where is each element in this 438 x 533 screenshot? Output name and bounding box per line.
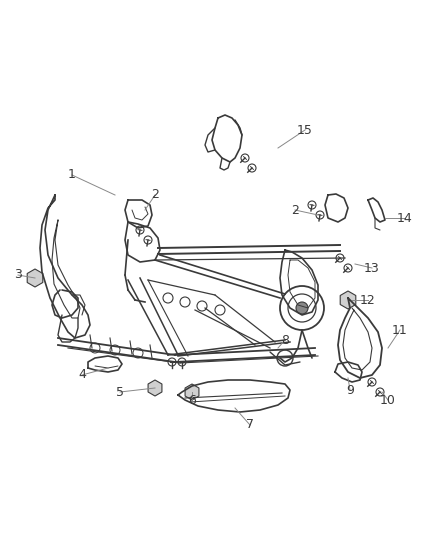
Polygon shape bbox=[27, 269, 43, 287]
Text: 11: 11 bbox=[392, 324, 408, 336]
Text: 1: 1 bbox=[68, 168, 76, 182]
Text: 5: 5 bbox=[116, 385, 124, 399]
Text: 2: 2 bbox=[151, 189, 159, 201]
Text: 7: 7 bbox=[246, 418, 254, 432]
Text: 3: 3 bbox=[14, 269, 22, 281]
Polygon shape bbox=[185, 384, 199, 400]
Polygon shape bbox=[340, 291, 356, 309]
Text: 15: 15 bbox=[297, 124, 313, 136]
Text: 2: 2 bbox=[291, 204, 299, 216]
Circle shape bbox=[296, 302, 308, 314]
Text: 12: 12 bbox=[360, 294, 376, 306]
Text: 4: 4 bbox=[78, 368, 86, 382]
Text: 9: 9 bbox=[346, 384, 354, 397]
Text: 10: 10 bbox=[380, 393, 396, 407]
Text: 8: 8 bbox=[281, 334, 289, 346]
Polygon shape bbox=[148, 380, 162, 396]
Text: 6: 6 bbox=[188, 393, 196, 407]
Text: 14: 14 bbox=[397, 212, 413, 224]
Text: 13: 13 bbox=[364, 262, 380, 274]
